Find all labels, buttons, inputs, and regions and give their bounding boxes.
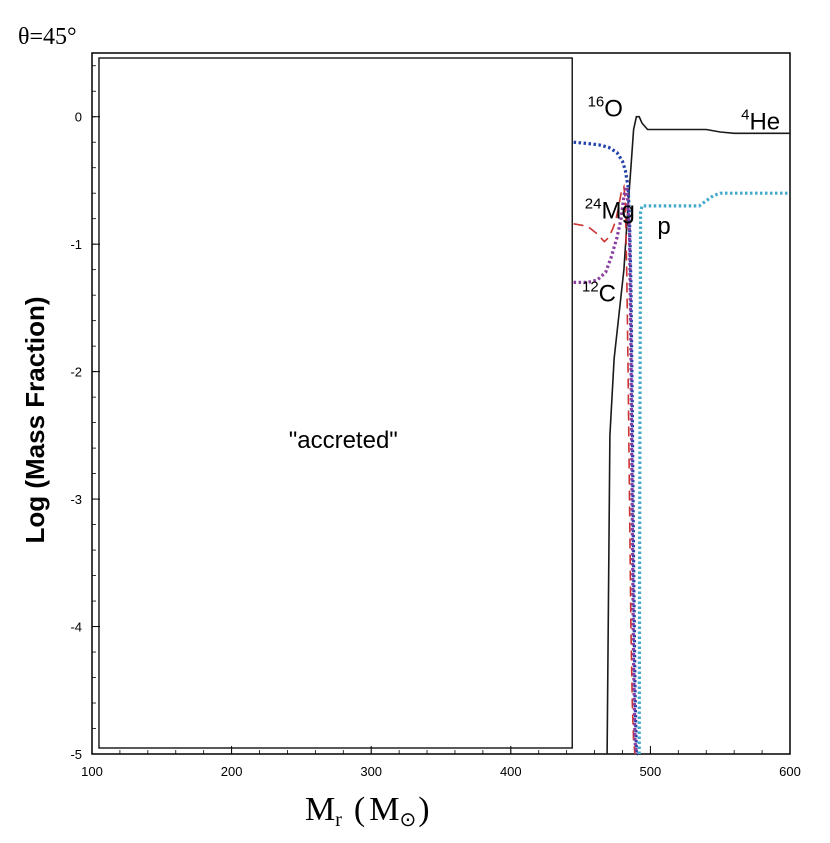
plot-frame bbox=[91, 52, 791, 755]
y-tick-label: -1 bbox=[70, 237, 82, 252]
y-axis-label: Log (Mass Fraction) bbox=[20, 296, 50, 543]
x-axis-ticks: 100 200 300 400 500 600 bbox=[81, 746, 801, 779]
series-line-16o bbox=[573, 140, 638, 756]
series-line-p bbox=[637, 191, 790, 755]
series-label-sup: 24 bbox=[585, 196, 602, 213]
x-tick-label: 500 bbox=[640, 764, 662, 779]
accreted-label: "accreted" bbox=[289, 427, 398, 454]
y-tick-label: -3 bbox=[70, 492, 82, 507]
series-line-12c bbox=[573, 186, 638, 755]
x-axis-label-paren-close: ) bbox=[418, 791, 429, 828]
y-tick-label: -2 bbox=[70, 365, 82, 380]
x-axis-label-sub: r bbox=[335, 809, 342, 831]
series-label-sup: 12 bbox=[582, 279, 599, 296]
series-label-main: O bbox=[604, 96, 623, 123]
series-label-main: He bbox=[749, 108, 780, 135]
series-label-16o: 16O bbox=[588, 94, 623, 123]
series-label-main: Mg bbox=[601, 198, 634, 225]
series-label-sup: 4 bbox=[741, 106, 749, 123]
x-tick-label: 300 bbox=[360, 764, 382, 779]
series-label-4he: 4He bbox=[741, 106, 780, 135]
x-axis-label-main: M bbox=[305, 791, 335, 828]
accreted-region-box bbox=[98, 57, 573, 749]
theta-label: θ=45° bbox=[18, 24, 77, 50]
x-tick-label: 200 bbox=[221, 764, 243, 779]
series-label-sup: 16 bbox=[588, 94, 605, 111]
series-label-main: C bbox=[599, 281, 616, 308]
series-line-24mg bbox=[573, 183, 636, 755]
series-line-4he bbox=[606, 115, 790, 755]
series-lines bbox=[573, 115, 790, 756]
y-axis-ticks: 0 -1 -2 -3 -4 -5 bbox=[70, 65, 100, 762]
series-label-12c: 12C bbox=[582, 279, 616, 308]
y-tick-label: 0 bbox=[75, 110, 82, 125]
x-tick-label: 400 bbox=[500, 764, 522, 779]
x-axis-label-unit: M bbox=[369, 791, 399, 828]
x-tick-label: 100 bbox=[81, 764, 103, 779]
series-label-p: p bbox=[657, 213, 670, 240]
series-label-24mg: 24Mg bbox=[585, 196, 635, 225]
x-axis-label: Mr(M⊙) bbox=[305, 791, 430, 831]
y-tick-label: -5 bbox=[70, 747, 82, 762]
x-axis-label-paren-open: ( bbox=[354, 791, 365, 828]
y-tick-label: -4 bbox=[70, 620, 82, 635]
x-tick-label: 600 bbox=[779, 764, 801, 779]
x-axis-label-unit-sub: ⊙ bbox=[399, 809, 416, 831]
